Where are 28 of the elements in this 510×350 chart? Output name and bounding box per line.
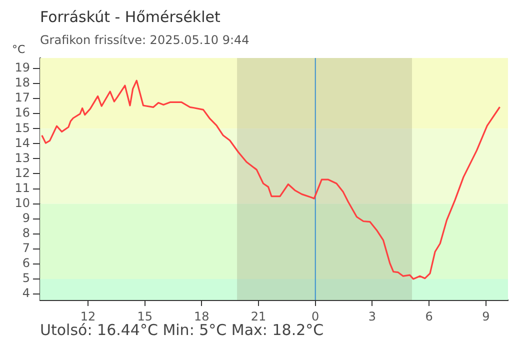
y-tick-label: 4 [22,286,30,300]
y-tick-label: 13 [14,150,30,165]
y-tick-label: 11 [14,180,30,195]
chart-title: Forráskút - Hőmérséklet [40,8,220,26]
y-tick-label: 9 [22,210,30,225]
x-tick-label: 9 [482,309,490,324]
x-tick-label: 21 [250,309,266,324]
text: Utolsó: 16.44°C Min: 5°C Max: 18.2°C [40,321,324,339]
y-tick-label: 6 [22,256,30,270]
y-tick-label: 10 [14,196,30,210]
x-tick-label: 12 [80,309,96,324]
chart-subtitle: Grafikon frissítve: 2025.05.10 9:44 [40,33,250,47]
x-tick-label: 3 [368,309,376,324]
y-tick-label: 16 [14,106,30,120]
y-tick-label: 18 [14,76,30,90]
x-tick-label: 15 [137,309,152,324]
y-tick-label: 19 [14,60,30,75]
x-tick-label: 6 [425,309,433,324]
y-tick-label: 17 [14,90,30,105]
y-tick-label: 7 [22,241,30,256]
y-axis-title: °C [12,43,26,56]
x-tick-label: 18 [194,309,210,324]
x-tick-label: 0 [312,309,320,324]
y-tick-label: 12 [14,166,30,180]
y-tick-label: 8 [22,226,30,240]
y-tick-label: 14 [14,136,30,150]
y-tick-label: 5 [22,271,30,286]
y-tick-label: 15 [14,120,30,135]
